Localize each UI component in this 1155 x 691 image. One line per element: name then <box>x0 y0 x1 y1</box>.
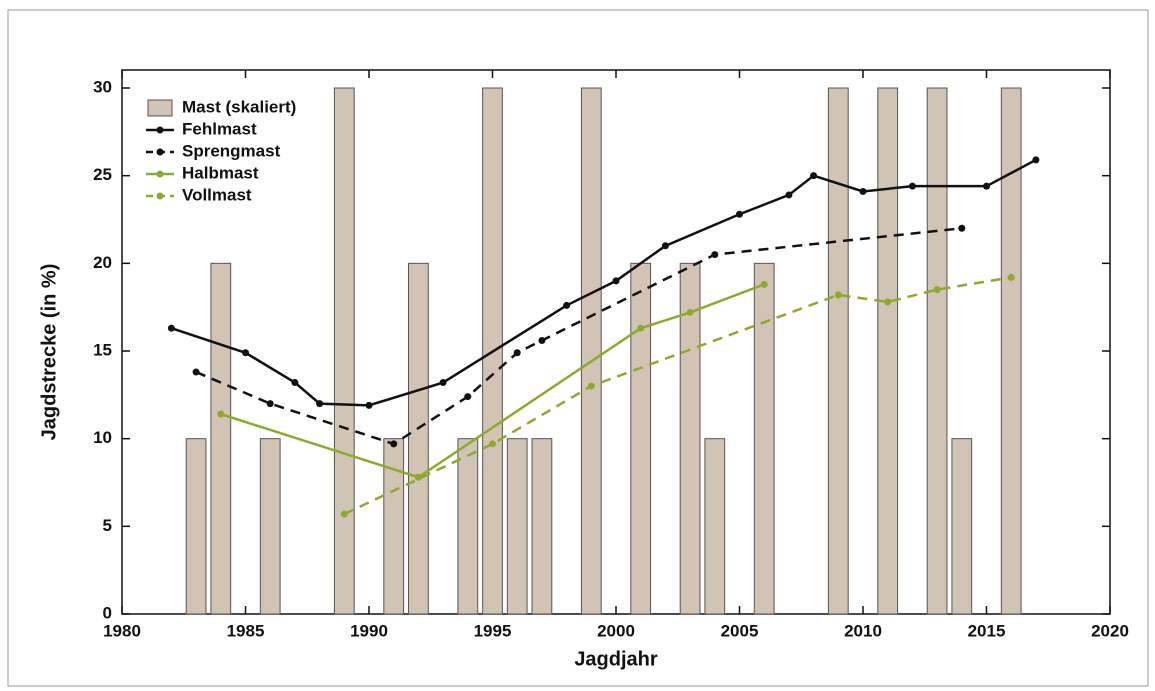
frame <box>7 9 1149 687</box>
marker <box>1032 156 1040 164</box>
bar <box>630 262 652 615</box>
marker <box>736 210 743 218</box>
x-tick-label: 1980 <box>103 621 141 640</box>
bar <box>506 438 528 615</box>
marker <box>316 400 324 408</box>
marker <box>563 301 571 309</box>
marker <box>242 349 249 357</box>
marker <box>390 440 398 448</box>
marker <box>884 298 892 306</box>
bar <box>531 438 553 615</box>
y-tick-label: 30 <box>93 77 112 96</box>
marker <box>365 401 373 409</box>
x-tick-label: 1995 <box>474 621 512 640</box>
legend-label: Vollmast <box>182 185 252 204</box>
y-tick-label: 0 <box>103 603 112 622</box>
marker <box>661 242 669 250</box>
x-tick-label: 2015 <box>968 621 1006 640</box>
marker <box>538 336 546 344</box>
x-tick-label: 2005 <box>721 621 759 640</box>
bar <box>457 438 479 615</box>
marker <box>489 440 496 448</box>
marker <box>414 473 422 481</box>
marker <box>167 324 175 332</box>
y-tick-label: 10 <box>93 428 112 447</box>
legend-marker <box>156 170 164 178</box>
y-axis-title: Jagdstrecke (in %) <box>38 264 60 441</box>
x-axis-title: Jagdjahr <box>574 648 658 670</box>
bar <box>704 438 726 615</box>
marker <box>686 308 694 316</box>
bar <box>1000 87 1022 615</box>
legend-label: Sprengmast <box>182 141 281 160</box>
legend-label: Halbmast <box>182 163 259 182</box>
marker <box>513 349 521 357</box>
marker <box>711 251 719 259</box>
marker <box>217 410 225 418</box>
marker <box>760 280 768 288</box>
bar <box>753 262 775 615</box>
x-tick-label: 2020 <box>1091 621 1129 640</box>
line <box>171 158 1037 407</box>
marker <box>266 400 274 408</box>
marker <box>1007 273 1015 281</box>
marker <box>958 224 966 232</box>
marker <box>439 379 447 387</box>
marker <box>983 182 990 190</box>
bar <box>210 262 232 615</box>
bar <box>877 87 899 615</box>
marker <box>340 510 348 518</box>
x-tick-label: 2010 <box>844 621 882 640</box>
marker <box>637 324 645 332</box>
bar <box>827 87 849 615</box>
marker <box>464 393 472 401</box>
bar <box>185 438 207 615</box>
marker <box>192 368 200 376</box>
bar <box>408 262 429 615</box>
legend-marker <box>156 192 164 200</box>
x-tick-label: 1985 <box>227 621 265 640</box>
marker <box>810 172 818 180</box>
y-tick-label: 25 <box>93 165 112 184</box>
legend-label: Fehlmast <box>182 119 257 138</box>
marker <box>587 382 595 390</box>
legend-swatch <box>147 99 173 117</box>
marker <box>933 286 941 294</box>
marker <box>834 291 842 299</box>
x-tick-label: 1990 <box>350 621 388 640</box>
marker <box>908 182 916 190</box>
legend-label: Mast (skaliert) <box>182 97 296 116</box>
marker <box>291 379 299 387</box>
bar <box>580 87 602 615</box>
bar <box>951 438 973 615</box>
bar <box>926 87 948 615</box>
marker <box>612 277 620 285</box>
bar <box>259 438 281 615</box>
y-tick-label: 15 <box>93 340 112 359</box>
marker <box>859 187 867 195</box>
line <box>195 227 962 446</box>
y-tick-label: 20 <box>93 253 112 272</box>
y-tick-label: 5 <box>103 516 112 535</box>
legend-marker <box>156 126 164 134</box>
legend-marker <box>156 148 164 156</box>
marker <box>785 191 793 199</box>
bar <box>333 87 355 615</box>
bar <box>383 438 405 615</box>
x-tick-label: 2000 <box>597 621 635 640</box>
